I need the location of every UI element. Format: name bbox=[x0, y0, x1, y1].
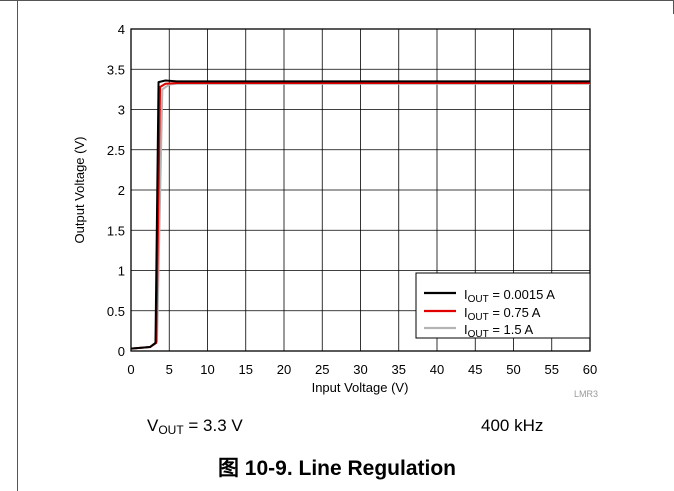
x-tick-label-10: 50 bbox=[506, 362, 520, 377]
x-tick-label-9: 45 bbox=[468, 362, 482, 377]
y-axis-title: Output Voltage (V) bbox=[72, 137, 87, 244]
output-voltage-condition: VOUT = 3.3 V bbox=[147, 416, 243, 437]
x-tick-label-4: 20 bbox=[277, 362, 291, 377]
x-tick-label-6: 30 bbox=[353, 362, 367, 377]
y-tick-label-2: 1 bbox=[118, 264, 125, 279]
series-lines bbox=[130, 79, 590, 350]
figure-caption: 图 10-9. Line Regulation bbox=[217, 457, 457, 480]
y-tick-label-6: 3 bbox=[118, 103, 125, 118]
chart-watermark: LMR3 bbox=[574, 389, 598, 399]
y-tick-label-7: 3.5 bbox=[107, 62, 125, 77]
x-axis-title: Input Voltage (V) bbox=[312, 380, 409, 395]
y-tick-label-4: 2 bbox=[118, 183, 125, 198]
x-tick-label-3: 15 bbox=[239, 362, 253, 377]
frame-left-border bbox=[17, 0, 18, 491]
x-tick-label-5: 25 bbox=[315, 362, 329, 377]
legend: IOUT = 0.0015 A IOUT = 0.75 A IOUT = 1.5… bbox=[415, 272, 591, 340]
frame-top-border bbox=[0, 0, 674, 1]
y-tick-label-3: 1.5 bbox=[107, 223, 125, 238]
plot-border bbox=[130, 28, 591, 352]
y-tick-label-0: 0 bbox=[118, 344, 125, 359]
tick-labels: 0 5 10 15 20 25 30 35 40 45 50 55 60 0 0.5 1 1.5 2 2.5 3 3.5… bbox=[107, 22, 597, 377]
x-tick-label-11: 55 bbox=[545, 362, 559, 377]
legend-entry-0: IOUT = 0.0015 A bbox=[464, 287, 555, 305]
x-tick-label-12: 60 bbox=[583, 362, 597, 377]
legend-entry-1: IOUT = 0.75 A bbox=[464, 305, 541, 323]
x-tick-label-0: 0 bbox=[127, 362, 134, 377]
x-tick-label-1: 5 bbox=[166, 362, 173, 377]
legend-entry-2: IOUT = 1.5 A bbox=[464, 322, 534, 340]
switching-frequency-condition: 400 kHz bbox=[481, 416, 544, 435]
series-line-0 bbox=[130, 79, 590, 350]
x-tick-label-8: 40 bbox=[430, 362, 444, 377]
y-tick-label-5: 2.5 bbox=[107, 143, 125, 158]
y-tick-label-1: 0.5 bbox=[107, 304, 125, 319]
x-tick-label-7: 35 bbox=[392, 362, 406, 377]
x-tick-label-2: 10 bbox=[200, 362, 214, 377]
y-tick-label-8: 4 bbox=[118, 22, 125, 37]
